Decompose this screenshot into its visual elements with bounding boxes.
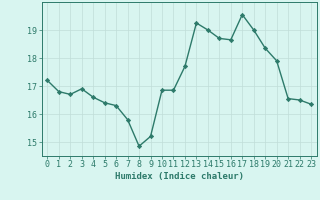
X-axis label: Humidex (Indice chaleur): Humidex (Indice chaleur) <box>115 172 244 181</box>
